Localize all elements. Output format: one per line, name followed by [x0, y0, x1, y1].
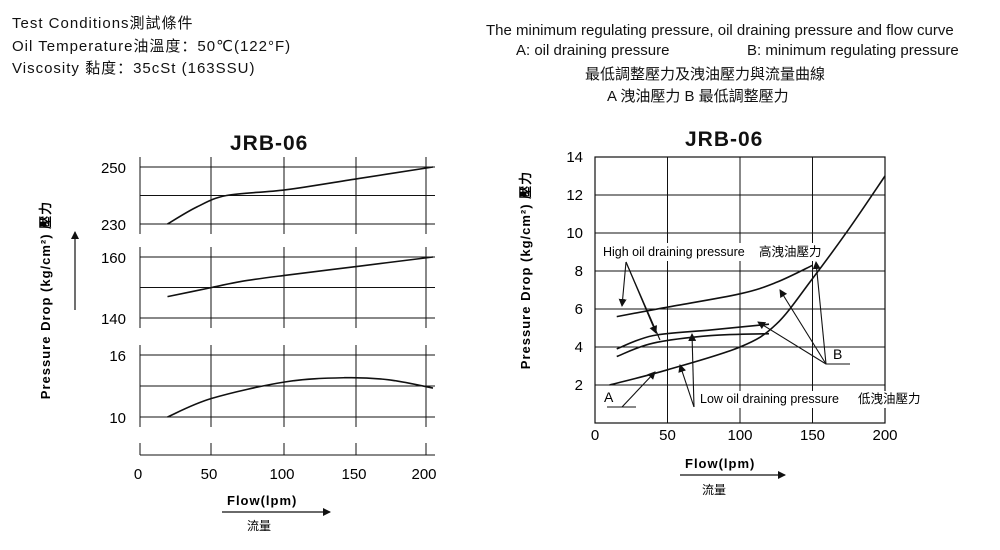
left-series-line — [167, 166, 434, 225]
high-arrow-1 — [618, 261, 627, 307]
right-x-tick-label: 150 — [800, 427, 825, 444]
right-header-cn-title: 最低調整壓力及洩油壓力與流量曲線 — [585, 66, 826, 83]
right-y-axis-label: Pressure Drop (kg/cm²) 壓力 — [518, 171, 533, 369]
high-draining-label-cn: 高洩油壓力 — [759, 244, 822, 259]
right-series-b — [609, 175, 886, 386]
right-x-tick-label: 50 — [659, 427, 676, 444]
right-y-tick-label: 12 — [566, 187, 583, 204]
b-arrow-2 — [757, 321, 827, 365]
right-y-tick-label: 2 — [575, 377, 583, 394]
right-series-a-low — [616, 332, 770, 358]
left-y-tick: 160 — [101, 250, 126, 267]
low-label-bg — [697, 391, 927, 408]
left-y-tick: 10 — [109, 410, 126, 427]
left-panel-1: 250 230 — [101, 157, 435, 234]
low-draining-label-cn: 低洩油壓力 — [858, 392, 921, 406]
right-series-a-mid — [616, 323, 770, 350]
low-arrow-2 — [688, 333, 697, 408]
right-chart: 14 12 10 8 6 4 2 0 50 100 150 200 High oil draining … — [518, 149, 927, 497]
label-a: A — [604, 389, 614, 405]
right-header-legend-b: B: minimum regulating pressure — [747, 42, 959, 59]
left-x-axis-label: Flow(lpm) — [227, 493, 297, 508]
oil-temperature-line: Oil Temperature油溫度：50℃(122°F) — [12, 38, 292, 55]
left-x-tick-label: 50 — [201, 466, 218, 483]
right-y-tick-label: 8 — [575, 263, 583, 280]
low-draining-label: Low oil draining pressure — [700, 392, 839, 406]
left-y-tick: 250 — [101, 160, 126, 177]
left-x-tick-label: 0 — [134, 466, 142, 483]
left-x-tick-label: 150 — [341, 466, 366, 483]
right-y-tick-label: 10 — [566, 225, 583, 242]
test-conditions-line: Test Conditions測試條件 — [12, 15, 194, 32]
right-header-cn-legend: A 洩油壓力 B 最低調整壓力 — [607, 88, 789, 105]
b-arrow-3 — [812, 261, 827, 365]
right-y-tick-label: 14 — [566, 149, 583, 166]
high-arrow-3 — [625, 261, 661, 341]
right-x-tick-label: 200 — [872, 427, 897, 444]
left-y-axis-label: Pressure Drop (kg/cm²) 壓力 — [38, 201, 53, 399]
right-y-tick-label: 6 — [575, 301, 583, 318]
right-x-axis-label: Flow(lpm) — [685, 456, 755, 471]
high-draining-label: High oil draining pressure — [603, 245, 745, 259]
left-x-tick-label: 100 — [269, 466, 294, 483]
high-label-bg — [600, 243, 824, 261]
right-x-axis-label-cn: 流量 — [702, 483, 726, 497]
left-panel-2: 160 140 — [101, 247, 435, 328]
right-chart-title: JRB-06 — [685, 128, 764, 151]
right-header-legend-a: A: oil draining pressure — [516, 42, 670, 59]
left-series-line — [167, 376, 434, 418]
left-chart-title: JRB-06 — [230, 132, 309, 155]
left-y-tick: 140 — [101, 311, 126, 328]
a-arrow — [621, 371, 656, 408]
viscosity-line: Viscosity 黏度：35cSt (163SSU) — [12, 60, 256, 77]
label-b: B — [833, 346, 842, 362]
left-x-tick-label: 200 — [411, 466, 436, 483]
right-series-a-high — [616, 264, 813, 318]
left-y-tick: 16 — [109, 348, 126, 365]
low-arrow-1 — [678, 364, 695, 408]
right-x-tick-label: 0 — [591, 427, 599, 444]
left-y-tick: 230 — [101, 217, 126, 234]
left-x-axis-label-cn: 流量 — [247, 519, 271, 533]
right-x-tick-label: 100 — [727, 427, 752, 444]
right-header-title: The minimum regulating pressure, oil dra… — [486, 22, 954, 39]
left-series-line — [167, 256, 434, 298]
right-y-tick-label: 4 — [575, 339, 583, 356]
